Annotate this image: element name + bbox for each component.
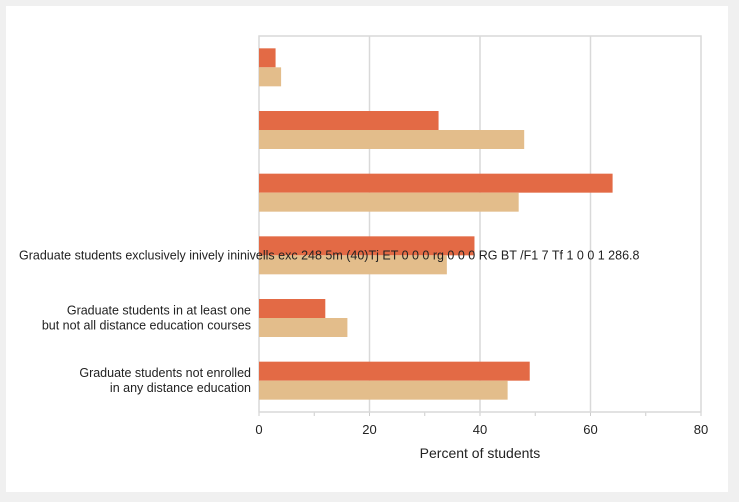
category-label: in any distance education (110, 381, 251, 395)
bar (259, 361, 530, 381)
grid-layer (258, 35, 702, 416)
x-axis-title: Percent of students (420, 445, 541, 461)
bar (259, 67, 282, 87)
bar-layer (259, 48, 613, 400)
x-tick-label: 20 (362, 422, 376, 437)
bar-chart: Graduate students exclusively inively in… (19, 35, 708, 461)
bar (259, 380, 508, 400)
chart-panel: Graduate students exclusively inively in… (6, 6, 728, 492)
x-tick-label: 60 (583, 422, 597, 437)
category-label: Graduate students in at least one (67, 304, 251, 318)
category-label: Graduate students exclusively inively in… (19, 248, 639, 262)
bar (259, 236, 475, 256)
x-tick-labels: 0 20 40 60 80 (255, 422, 708, 437)
bar (259, 48, 276, 68)
bar (259, 255, 447, 275)
bar (259, 111, 439, 130)
category-label: but not all distance education courses (42, 319, 251, 333)
bar (259, 130, 525, 149)
bar (259, 318, 348, 337)
category-labels: Graduate students exclusively inively in… (19, 248, 639, 395)
x-tick-label: 80 (694, 422, 708, 437)
category-label: Graduate students not enrolled (79, 366, 251, 380)
x-tick-label: 0 (255, 422, 262, 437)
x-tick-label: 40 (473, 422, 487, 437)
bar (259, 299, 326, 318)
bar (259, 173, 613, 193)
plot-frame (258, 35, 702, 413)
bar (259, 192, 519, 212)
